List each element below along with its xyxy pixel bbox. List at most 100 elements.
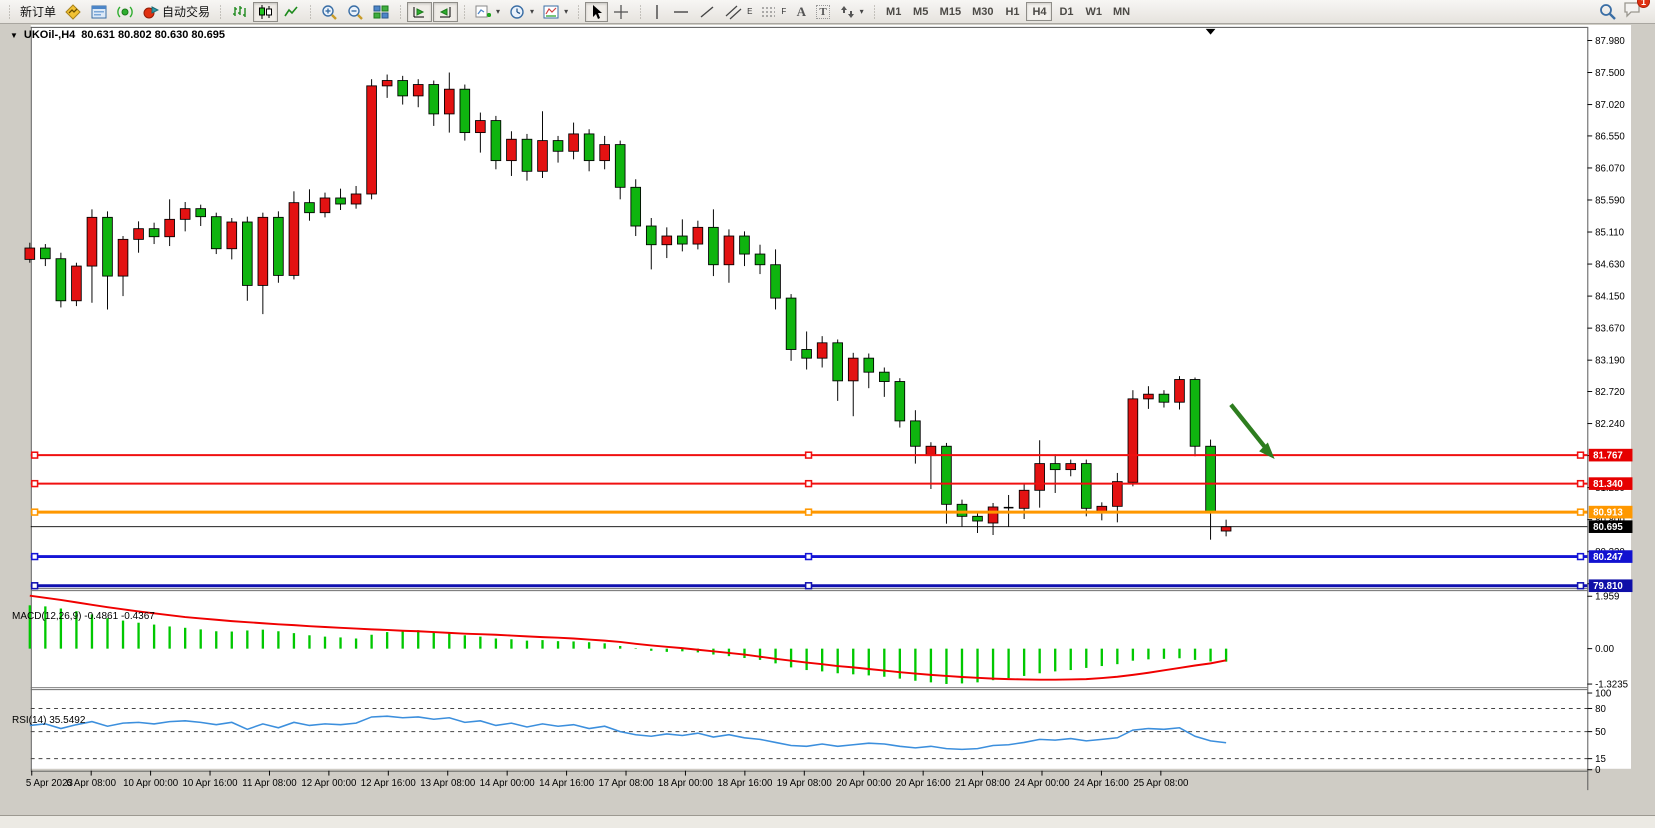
bear-candle bbox=[102, 216, 113, 277]
terminal-button[interactable] bbox=[87, 2, 112, 22]
arrows-button[interactable]: ▾ bbox=[835, 2, 868, 22]
bear-candle bbox=[1080, 463, 1092, 509]
auto-trading-button[interactable]: 自动交易 bbox=[139, 2, 214, 22]
toolbar-grip[interactable] bbox=[638, 3, 644, 20]
toolbar-grip[interactable] bbox=[308, 3, 314, 20]
channel-button[interactable]: E bbox=[721, 2, 756, 22]
search-icon[interactable] bbox=[1599, 3, 1617, 20]
toolbar-grip[interactable] bbox=[462, 3, 468, 20]
trendline-button[interactable] bbox=[695, 2, 720, 22]
vertical-line-icon bbox=[656, 4, 658, 19]
timeframe-button-H4[interactable]: H4 bbox=[1026, 2, 1053, 21]
new-order-button[interactable]: 新订单 bbox=[16, 2, 60, 22]
timeframe-button-H1[interactable]: H1 bbox=[1005, 5, 1020, 18]
line-handle[interactable] bbox=[804, 552, 813, 561]
line-chart-button[interactable] bbox=[279, 2, 304, 22]
bull-candle bbox=[226, 221, 238, 250]
toolbar-grip[interactable] bbox=[576, 3, 582, 20]
tile-windows-button[interactable] bbox=[369, 2, 394, 22]
price-level-badge-label: 79.810 bbox=[1593, 581, 1623, 592]
chart-canvas[interactable]: 87.980 87.500 87.020 86.550 86.070 85.590 85.1… bbox=[0, 24, 1655, 828]
toolbar-grip[interactable] bbox=[218, 3, 224, 20]
rsi-tick-label: 80 bbox=[1595, 704, 1606, 715]
line-handle[interactable] bbox=[1576, 508, 1585, 516]
vertical-line-button[interactable] bbox=[647, 2, 668, 22]
annotation-arrow-head[interactable] bbox=[1259, 442, 1275, 460]
crosshair-button[interactable] bbox=[609, 2, 634, 22]
candlestick-chart-button[interactable] bbox=[253, 1, 279, 22]
periods-button[interactable]: ▾ bbox=[505, 2, 538, 22]
text-label-button[interactable]: T bbox=[812, 2, 833, 22]
cursor-button[interactable] bbox=[585, 1, 609, 22]
price-level-badge bbox=[1588, 520, 1633, 533]
indicators-button[interactable]: ▾ bbox=[471, 2, 504, 22]
chart-shift-marker-icon[interactable] bbox=[1205, 28, 1216, 35]
bear-candle bbox=[754, 253, 766, 266]
periods-clock-icon bbox=[510, 4, 524, 19]
date-tick-label: 14 Apr 00:00 bbox=[480, 778, 536, 789]
price-tick-label: 87.020 bbox=[1595, 100, 1625, 111]
bear-candle bbox=[242, 221, 253, 286]
line-handle[interactable] bbox=[804, 479, 813, 488]
bull-candle bbox=[1143, 393, 1154, 400]
bull-candle bbox=[599, 144, 610, 162]
bull-candle bbox=[506, 138, 517, 162]
bear-candle bbox=[785, 297, 797, 350]
signal-button[interactable] bbox=[113, 2, 138, 22]
bear-candle bbox=[1205, 445, 1216, 513]
bear-candle bbox=[1189, 379, 1201, 447]
bull-candle bbox=[1127, 398, 1139, 483]
chart-shift-button[interactable] bbox=[433, 1, 459, 22]
toolbar-grip[interactable] bbox=[398, 3, 404, 20]
bear-candle bbox=[459, 88, 471, 134]
price-level-badge-label: 80.247 bbox=[1593, 552, 1623, 563]
bull-candle bbox=[816, 342, 828, 359]
horizontal-line-button[interactable] bbox=[669, 2, 694, 22]
zoom-in-button[interactable] bbox=[317, 2, 342, 22]
bear-candle bbox=[739, 235, 750, 255]
line-handle[interactable] bbox=[804, 451, 813, 459]
timeframe-button-M5[interactable]: M5 bbox=[913, 5, 929, 18]
bar-chart-button[interactable] bbox=[227, 2, 252, 22]
annotation-arrow[interactable] bbox=[1229, 403, 1272, 455]
line-handle[interactable] bbox=[1576, 451, 1585, 459]
chart-window-button[interactable] bbox=[61, 2, 86, 22]
timeframe-button-D1[interactable]: D1 bbox=[1059, 5, 1074, 18]
bull-candle bbox=[723, 235, 735, 266]
price-tick-label: 85.110 bbox=[1595, 227, 1625, 238]
zoom-out-button[interactable] bbox=[343, 2, 368, 22]
chart-background[interactable] bbox=[30, 24, 1632, 769]
toolbar-grip[interactable] bbox=[871, 3, 877, 20]
timeframe-button-M1[interactable]: M1 bbox=[886, 5, 902, 18]
macd-tick-label: 1.959 bbox=[1595, 592, 1619, 603]
toolbar-grip[interactable] bbox=[7, 3, 12, 20]
timeframe-button-MN[interactable]: MN bbox=[1112, 5, 1131, 18]
line-handle[interactable] bbox=[1576, 552, 1585, 561]
line-handle[interactable] bbox=[804, 582, 813, 590]
date-tick-label: 20 Apr 16:00 bbox=[896, 778, 952, 789]
timeframe-button-M30[interactable]: M30 bbox=[972, 5, 994, 18]
fibo-f-glyph: F bbox=[781, 7, 787, 16]
line-handle[interactable] bbox=[1576, 479, 1585, 488]
line-handle[interactable] bbox=[1576, 582, 1585, 590]
text-button[interactable]: A bbox=[791, 2, 811, 22]
cursor-icon bbox=[593, 4, 603, 19]
bear-candle bbox=[55, 258, 67, 302]
zoom-out-icon bbox=[348, 4, 363, 20]
date-tick-label: 12 Apr 16:00 bbox=[361, 778, 417, 789]
price-tick-label: 82.240 bbox=[1595, 419, 1625, 430]
bull-candle bbox=[350, 193, 362, 205]
fibonacci-button[interactable]: F bbox=[757, 2, 790, 22]
line-handle[interactable] bbox=[30, 479, 39, 488]
line-handle[interactable] bbox=[30, 451, 39, 459]
line-handle[interactable] bbox=[30, 582, 39, 590]
line-handle[interactable] bbox=[30, 508, 39, 516]
timeframe-button-M15[interactable]: M15 bbox=[939, 5, 962, 18]
bull-candle bbox=[381, 80, 393, 87]
line-handle[interactable] bbox=[804, 508, 813, 516]
templates-button[interactable]: ▾ bbox=[539, 2, 572, 22]
line-handle[interactable] bbox=[30, 552, 39, 561]
timeframe-button-W1[interactable]: W1 bbox=[1085, 5, 1102, 18]
notifications-button[interactable]: 1 bbox=[1623, 0, 1650, 23]
auto-scroll-button[interactable] bbox=[407, 1, 433, 22]
